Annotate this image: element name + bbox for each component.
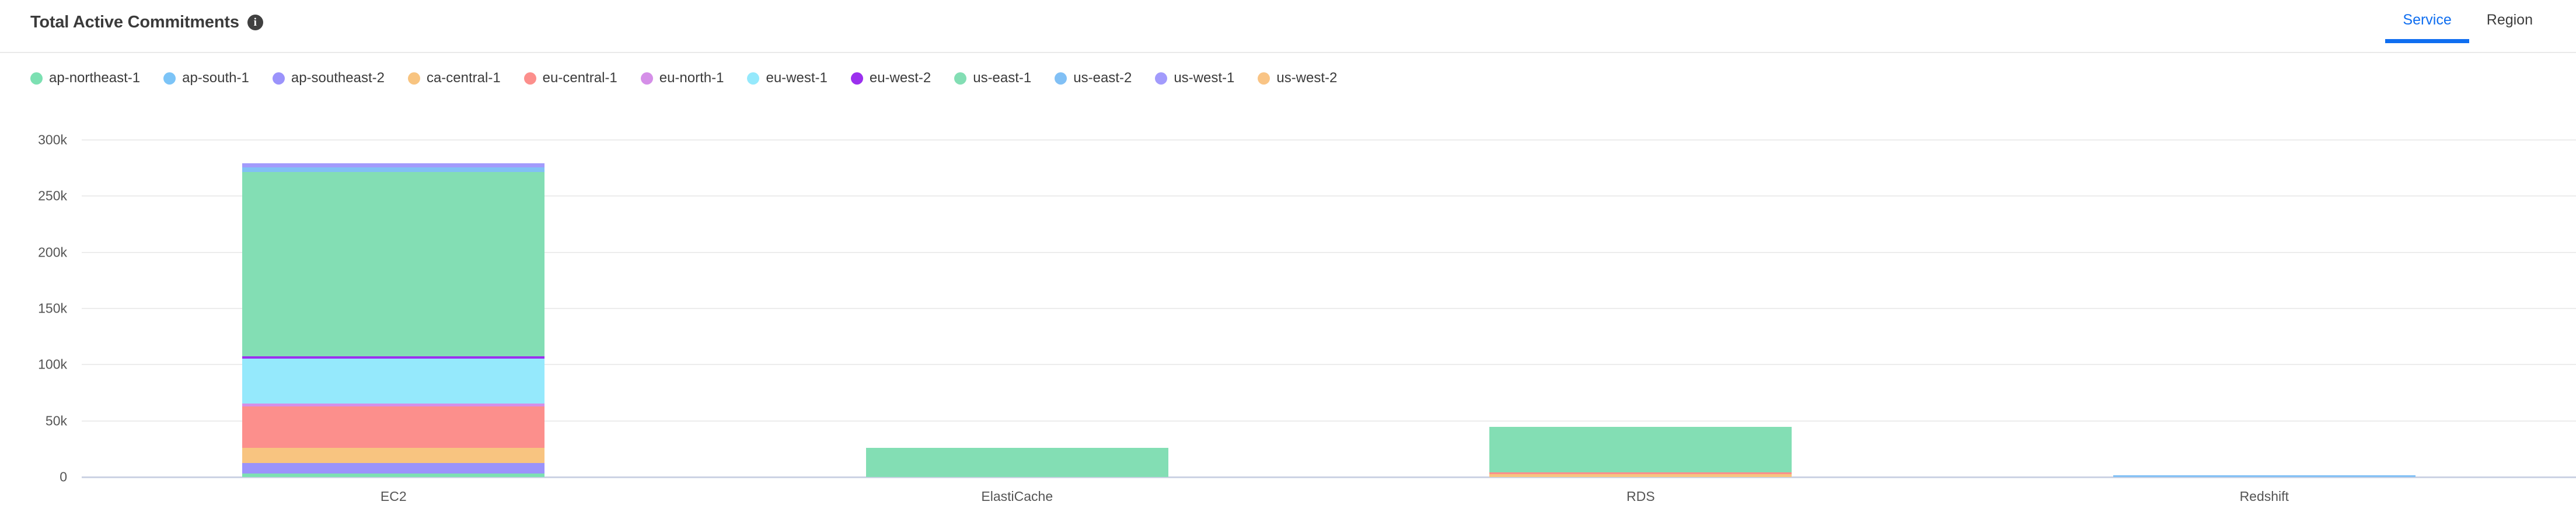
bar-segment-EC2-eu-central-1[interactable]: [242, 406, 545, 448]
legend-item-label: ap-northeast-1: [49, 70, 141, 86]
bar-segment-EC2-us-east-2[interactable]: [242, 167, 545, 173]
legend-item-ca-central-1[interactable]: ca-central-1: [407, 70, 501, 86]
bar-segment-EC2-us-east-1[interactable]: [242, 172, 545, 357]
x-axis-tick-label: RDS: [1626, 489, 1655, 504]
y-axis-tick-label: 0: [60, 469, 67, 485]
bar-segment-EC2-eu-north-1[interactable]: [242, 403, 545, 406]
legend-swatch-icon: [747, 72, 760, 85]
bar-segment-EC2-ap-southeast-2[interactable]: [242, 462, 545, 474]
legend-item-label: us-west-1: [1174, 70, 1235, 86]
header-divider: [0, 52, 2576, 53]
legend-item-label: ap-southeast-2: [291, 70, 385, 86]
legend-item-label: eu-north-1: [659, 70, 724, 86]
legend-item-label: eu-central-1: [542, 70, 617, 86]
legend-item-label: us-east-2: [1073, 70, 1132, 86]
legend-item-label: ap-south-1: [182, 70, 249, 86]
y-axis-tick-label: 150k: [38, 300, 67, 316]
chart-legend: ap-northeast-1 ap-south-1 ap-southeast-2 ca…: [30, 71, 1360, 85]
y-axis-tick-label: 250k: [38, 188, 67, 204]
legend-item-label: eu-west-2: [869, 70, 931, 86]
x-axis-tick-label: Redshift: [2239, 489, 2289, 504]
panel-header: Total Active Commitments i Service Region: [0, 0, 2576, 55]
tab-region[interactable]: Region: [2486, 12, 2533, 28]
bar-segment-RDS-ca-central-1[interactable]: [1489, 474, 1792, 477]
legend-swatch-icon: [1055, 72, 1067, 85]
bar-segment-EC2-eu-west-2[interactable]: [242, 356, 545, 359]
view-tabs: Service Region: [2385, 0, 2576, 52]
legend-swatch-icon: [850, 72, 863, 85]
bar-ElastiCache[interactable]: [865, 447, 1168, 477]
legend-item-eu-west-2[interactable]: eu-west-2: [850, 70, 931, 86]
legend-swatch-icon: [272, 72, 285, 85]
panel-header-left: Total Active Commitments i: [0, 0, 263, 32]
legend-swatch-icon: [523, 72, 536, 85]
legend-swatch-icon: [1155, 72, 1168, 85]
bar-Redshift[interactable]: [2113, 475, 2416, 477]
legend-swatch-icon: [1258, 72, 1270, 85]
legend-item-us-east-1[interactable]: us-east-1: [954, 71, 1031, 85]
legend-item-ap-northeast-1[interactable]: ap-northeast-1: [30, 71, 140, 85]
gridline: [82, 139, 2576, 141]
info-icon[interactable]: i: [247, 15, 263, 30]
bar-segment-ElastiCache-us-east-1[interactable]: [865, 447, 1168, 477]
legend-swatch-icon: [163, 72, 176, 85]
legend-item-us-east-2[interactable]: us-east-2: [1055, 71, 1132, 85]
x-axis-tick-label: EC2: [380, 489, 407, 504]
y-axis-tick-label: 100k: [38, 356, 67, 372]
legend-swatch-icon: [954, 72, 967, 85]
legend-swatch-icon: [30, 72, 43, 85]
page-title: Total Active Commitments: [30, 13, 239, 31]
legend-item-eu-central-1[interactable]: eu-central-1: [523, 70, 617, 86]
bar-segment-EC2-ap-northeast-1[interactable]: [242, 474, 545, 477]
bar-segment-EC2-ca-central-1[interactable]: [242, 447, 545, 463]
legend-item-eu-north-1[interactable]: eu-north-1: [640, 70, 724, 86]
bar-segment-RDS-eu-central-1[interactable]: [1489, 472, 1792, 474]
bar-segment-RDS-us-east-1[interactable]: [1489, 427, 1792, 472]
legend-item-label: us-east-1: [973, 70, 1032, 86]
legend-item-eu-west-1[interactable]: eu-west-1: [747, 70, 828, 86]
bar-segment-Redshift-us-east-2[interactable]: [2113, 475, 2416, 477]
bar-segment-EC2-eu-west-1[interactable]: [242, 358, 545, 404]
legend-swatch-icon: [640, 72, 653, 85]
y-axis-tick-label: 200k: [38, 244, 67, 260]
legend-swatch-icon: [407, 72, 420, 85]
bar-RDS[interactable]: [1489, 427, 1792, 477]
x-axis-tick-label: ElastiCache: [981, 489, 1053, 504]
bar-segment-EC2-us-west-1[interactable]: [242, 163, 545, 167]
legend-item-us-west-1[interactable]: us-west-1: [1155, 71, 1234, 85]
legend-item-label: eu-west-1: [766, 70, 828, 86]
legend-item-ap-south-1[interactable]: ap-south-1: [163, 71, 249, 85]
y-axis-tick-label: 300k: [38, 132, 67, 148]
legend-item-label: ca-central-1: [426, 70, 501, 86]
legend-item-ap-southeast-2[interactable]: ap-southeast-2: [272, 70, 385, 86]
y-axis-tick-label: 50k: [45, 413, 67, 429]
legend-item-us-west-2[interactable]: us-west-2: [1258, 71, 1337, 85]
tab-service[interactable]: Service: [2385, 0, 2469, 43]
legend-item-label: us-west-2: [1276, 70, 1338, 86]
bar-EC2[interactable]: [242, 163, 545, 477]
